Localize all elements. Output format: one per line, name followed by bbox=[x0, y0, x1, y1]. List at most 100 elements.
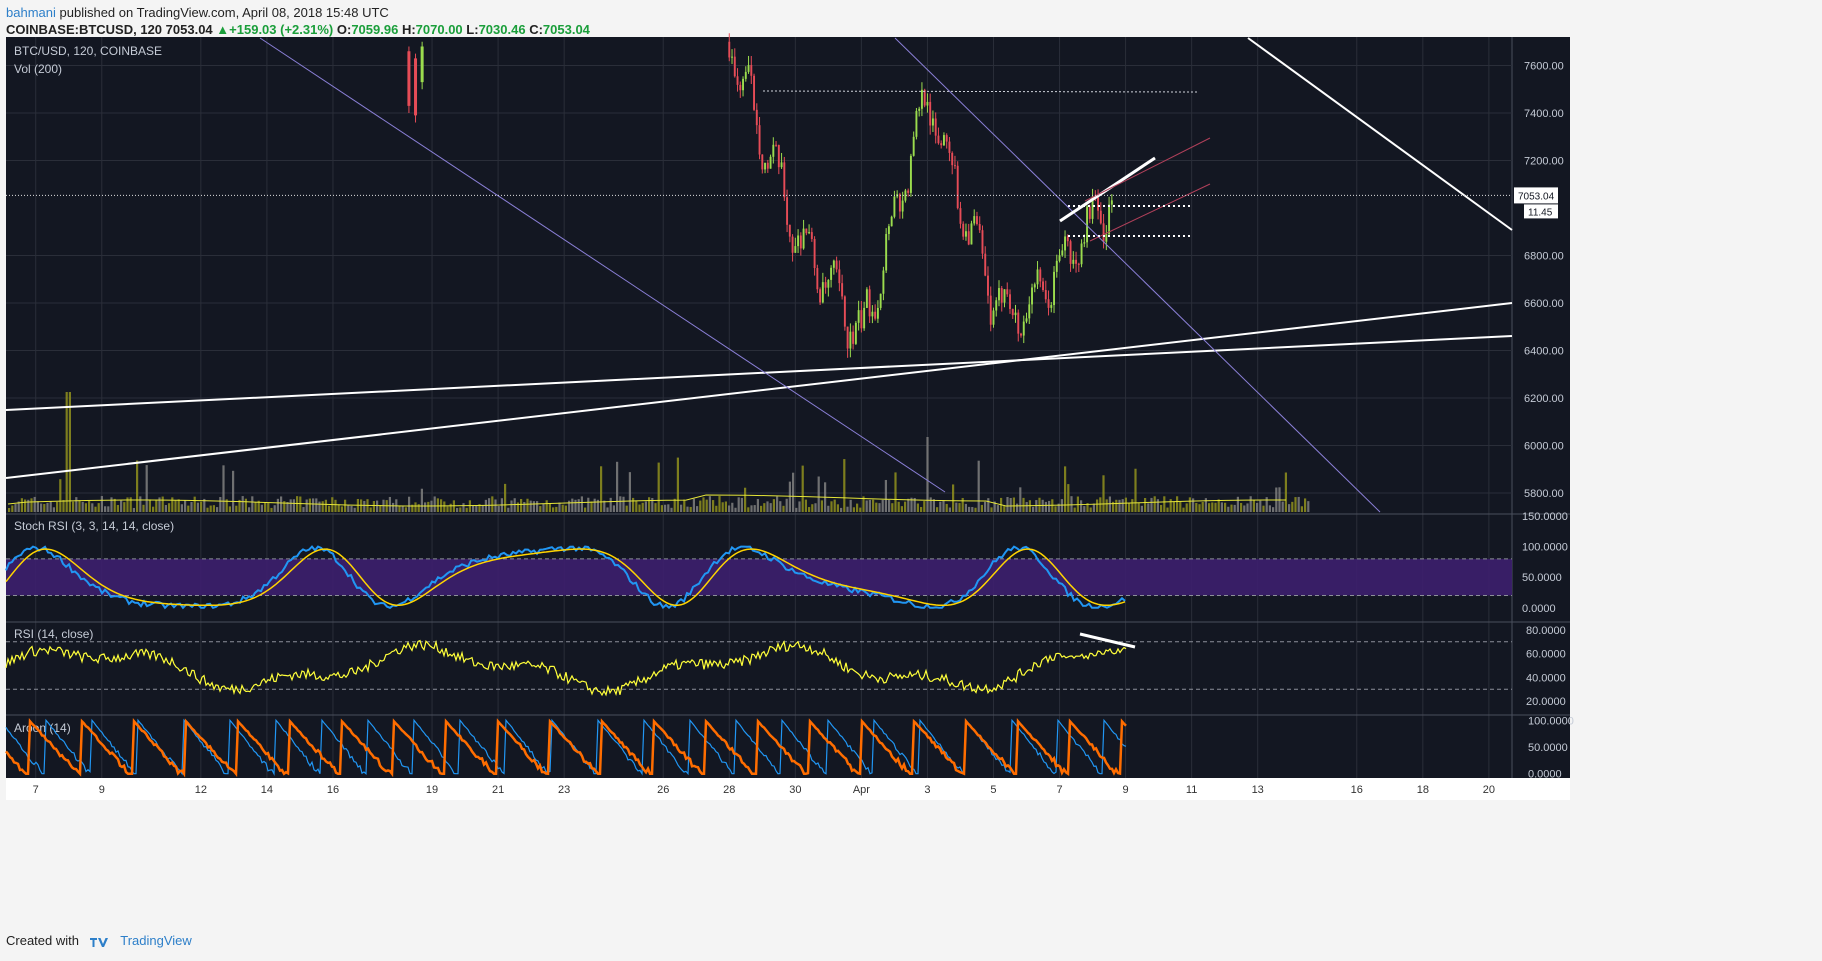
candle-body bbox=[948, 141, 951, 153]
candle-body bbox=[865, 289, 868, 308]
tradingview-link[interactable]: TradingView bbox=[120, 933, 192, 948]
volume-bar bbox=[1291, 501, 1294, 512]
time-tick-label: 18 bbox=[1417, 784, 1429, 796]
volume-bar bbox=[984, 501, 987, 512]
rsi-tick-label: 40.0000 bbox=[1526, 672, 1566, 684]
volume-bar bbox=[100, 496, 103, 512]
volume-bar bbox=[593, 498, 596, 512]
candle-body bbox=[1011, 308, 1014, 316]
volume-bar bbox=[1009, 497, 1012, 512]
last-price-tag-bg bbox=[1514, 187, 1558, 204]
volume-bar bbox=[276, 498, 279, 512]
volume-bar bbox=[104, 506, 107, 512]
candle-body bbox=[1000, 288, 1003, 303]
volume-bar bbox=[379, 505, 382, 512]
volume-bar bbox=[318, 501, 321, 512]
candle-body bbox=[879, 293, 882, 308]
stoch-tick-label: 100.0000 bbox=[1522, 542, 1568, 554]
aroon-title: Aroon (14) bbox=[14, 721, 71, 735]
volume-bar bbox=[712, 500, 715, 512]
volume-bar bbox=[113, 498, 116, 512]
candle-body bbox=[923, 89, 926, 106]
candle-body bbox=[1083, 242, 1086, 244]
volume-bar bbox=[1294, 497, 1297, 512]
volume-bar bbox=[33, 496, 36, 512]
volume-bar bbox=[1182, 507, 1185, 512]
low-value: 7030.46 bbox=[478, 22, 526, 37]
countdown-tag: 11.45 bbox=[1528, 207, 1553, 218]
volume-bar bbox=[254, 501, 257, 512]
volume-bar bbox=[1089, 507, 1092, 512]
candle-body bbox=[1053, 271, 1055, 306]
volume-bar bbox=[1147, 503, 1150, 512]
volume-bar bbox=[1169, 499, 1172, 512]
volume-bar bbox=[491, 496, 494, 512]
volume-bar bbox=[14, 504, 17, 512]
volume-bar bbox=[939, 501, 942, 512]
volume-bars bbox=[8, 392, 1310, 512]
volume-bar bbox=[737, 497, 740, 512]
volume-bar bbox=[1137, 502, 1140, 512]
candle-body bbox=[887, 226, 890, 234]
candle-body bbox=[1050, 305, 1053, 308]
candle-body bbox=[1064, 236, 1067, 251]
volume-bar bbox=[174, 500, 177, 512]
candle-body bbox=[1017, 312, 1020, 334]
volume-bar bbox=[11, 505, 14, 512]
candle-body bbox=[926, 101, 929, 106]
volume-bar bbox=[289, 499, 292, 512]
volume-bar bbox=[94, 506, 97, 512]
volume-bar bbox=[795, 507, 798, 512]
candle-body bbox=[832, 260, 835, 268]
volume-bar bbox=[539, 506, 542, 512]
volume-bar bbox=[980, 504, 983, 512]
candle-body bbox=[1058, 255, 1061, 261]
price-change: +159.03 (+2.31%) bbox=[229, 22, 334, 37]
volume-bar bbox=[769, 503, 772, 512]
author-link[interactable]: bahmani bbox=[6, 5, 56, 20]
volume-bar bbox=[616, 461, 619, 512]
volume-bar bbox=[244, 498, 247, 512]
volume-bar bbox=[120, 500, 123, 512]
candle-body bbox=[1097, 197, 1100, 211]
volume-bar bbox=[238, 499, 241, 512]
time-tick-label: 7 bbox=[1056, 784, 1062, 796]
volume-bar bbox=[660, 505, 663, 512]
volume-bar bbox=[126, 497, 129, 512]
volume-bar bbox=[670, 507, 673, 512]
time-tick-label: 9 bbox=[99, 784, 105, 796]
price-tick-label: 6200.00 bbox=[1524, 393, 1564, 405]
volume-bar bbox=[1211, 502, 1214, 512]
candle-body bbox=[821, 282, 824, 303]
candle-body bbox=[953, 165, 956, 167]
candle-body bbox=[1061, 250, 1064, 256]
volume-bar bbox=[952, 484, 955, 512]
symbol-line: COINBASE:BTCUSD, 120 7053.04 ▲+159.03 (+… bbox=[6, 22, 590, 37]
volume-bar bbox=[923, 501, 926, 512]
main-title: BTC/USD, 120, COINBASE bbox=[14, 44, 162, 58]
volume-bar bbox=[209, 505, 212, 512]
volume-bar bbox=[46, 502, 49, 512]
last-price-tag: 7053.04 bbox=[1518, 191, 1555, 202]
volume-bar bbox=[1003, 505, 1006, 512]
candle-body bbox=[1031, 287, 1033, 305]
volume-bar bbox=[1064, 466, 1067, 512]
stoch-title: Stoch RSI (3, 3, 14, 14, close) bbox=[14, 519, 174, 533]
volume-bar bbox=[913, 497, 916, 512]
volume-bar bbox=[168, 503, 171, 512]
volume-bar bbox=[686, 506, 689, 512]
trendline-support-2 bbox=[5, 335, 1513, 411]
volume-bar bbox=[1012, 497, 1015, 512]
candle-body bbox=[868, 289, 871, 317]
stoch-tick-label: 150.0000 bbox=[1522, 511, 1568, 523]
candle-body bbox=[970, 223, 973, 245]
volume-bar bbox=[302, 507, 305, 512]
volume-bar bbox=[75, 497, 78, 512]
rsi-tick-label: 20.0000 bbox=[1526, 696, 1566, 708]
time-tick-label: 21 bbox=[492, 784, 504, 796]
candle-body bbox=[1036, 269, 1039, 285]
volume-bar bbox=[27, 499, 30, 512]
volume-bar bbox=[62, 500, 65, 512]
volume-bar bbox=[1115, 499, 1118, 512]
